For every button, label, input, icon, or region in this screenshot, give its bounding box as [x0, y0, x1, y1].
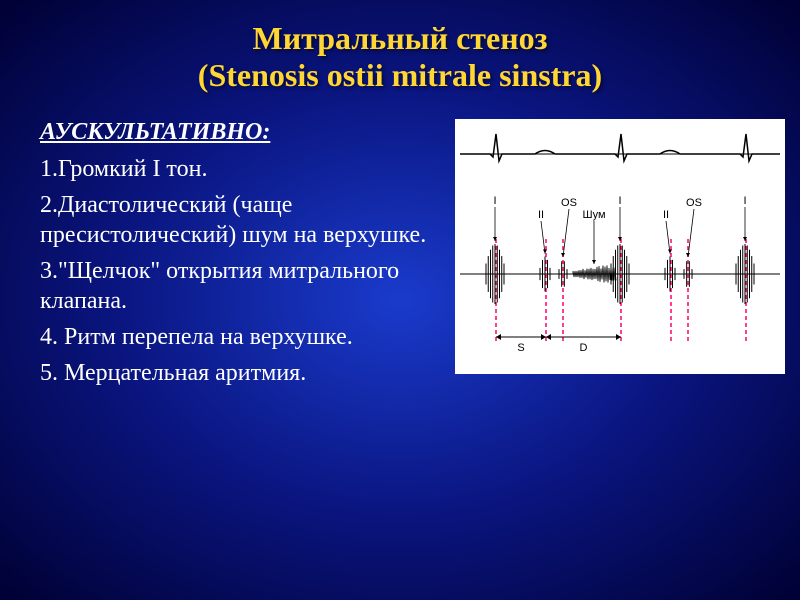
svg-text:Шум: Шум: [582, 209, 605, 221]
svg-text:I: I: [493, 195, 496, 207]
svg-text:II: II: [663, 209, 669, 221]
list-item: 2.Диастолический (чаще пресистолический)…: [40, 190, 435, 250]
title-line-2: (Stenosis ostii mitrale sinstra): [40, 57, 760, 94]
svg-text:OS: OS: [686, 197, 702, 209]
slide-title: Митральный стеноз (Stenosis ostii mitral…: [40, 20, 760, 94]
section-heading: АУСКУЛЬТАТИВНО:: [40, 119, 435, 146]
svg-text:OS: OS: [561, 197, 577, 209]
svg-text:S: S: [517, 342, 524, 354]
title-line-1: Митральный стеноз: [40, 20, 760, 57]
svg-text:I: I: [618, 195, 621, 207]
list-item: 4. Ритм перепела на верхушке.: [40, 322, 435, 352]
svg-text:I: I: [743, 195, 746, 207]
svg-text:D: D: [580, 342, 588, 354]
text-column: АУСКУЛЬТАТИВНО: 1.Громкий I тон. 2.Диаст…: [40, 119, 435, 394]
phonocardiogram-chart: IIIOSIIIOSIШумSD: [455, 119, 785, 374]
svg-text:II: II: [538, 209, 544, 221]
list-item: 5. Мерцательная аритмия.: [40, 358, 435, 388]
list-item: 3."Щелчок" открытия митрального клапана.: [40, 256, 435, 316]
list-item: 1.Громкий I тон.: [40, 154, 435, 184]
